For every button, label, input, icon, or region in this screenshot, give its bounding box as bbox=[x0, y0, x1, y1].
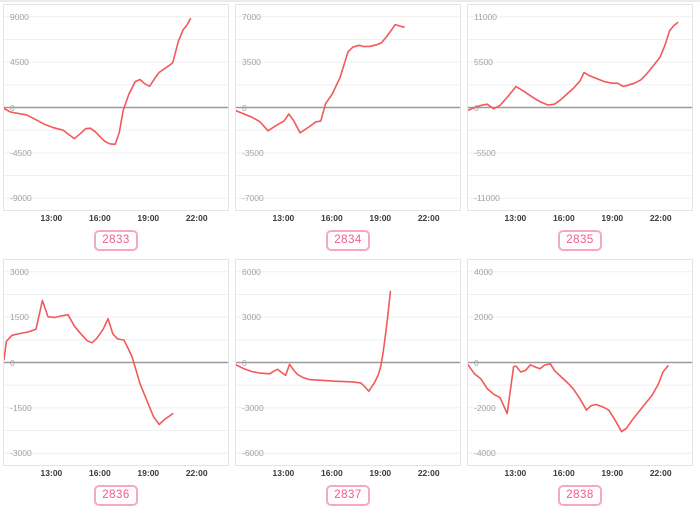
x-axis: 13:00 16:00 19:00 22:00 bbox=[235, 212, 461, 226]
y-axis-label: 4500 bbox=[10, 57, 29, 68]
x-axis-label: 13:00 bbox=[40, 468, 63, 478]
y-axis-label: -11000 bbox=[474, 193, 500, 204]
badge-row: 2833 bbox=[3, 229, 229, 251]
chart-plot: 9000 4500 0 -4500 -9000 bbox=[3, 4, 229, 211]
line-chart bbox=[236, 271, 460, 454]
chart-cell-2836: 3000 1500 0 -1500 -3000 13:00 16:00 19:00 22:00… bbox=[3, 257, 229, 506]
y-axis-label: 0 bbox=[474, 357, 479, 368]
y-axis-label: -3000 bbox=[242, 402, 264, 413]
x-axis-label: 13:00 bbox=[40, 213, 63, 223]
y-axis-label: -7000 bbox=[242, 193, 264, 204]
chart-id-badge[interactable]: 2835 bbox=[558, 229, 602, 251]
y-axis-label: 4000 bbox=[474, 266, 493, 277]
chart-cell-2833: 9000 4500 0 -4500 -9000 13:00 16:00 19:00 22:00… bbox=[3, 2, 229, 251]
badge-row: 2838 bbox=[467, 484, 693, 506]
y-axis-label: -5500 bbox=[474, 147, 496, 158]
y-axis-label: 0 bbox=[10, 357, 15, 368]
y-axis-label: -1500 bbox=[10, 402, 32, 413]
chart-cell-2838: 4000 2000 0 -2000 -4000 13:00 16:00 19:00 22:00… bbox=[467, 257, 693, 506]
y-axis-label: 7000 bbox=[242, 11, 261, 22]
y-axis-label: -6000 bbox=[242, 448, 264, 459]
series-line bbox=[468, 363, 669, 433]
y-axis-label: 3000 bbox=[10, 266, 29, 277]
x-axis: 13:00 16:00 19:00 22:00 bbox=[3, 467, 229, 481]
y-axis-label: 0 bbox=[10, 102, 15, 113]
line-chart bbox=[468, 271, 692, 454]
x-axis: 13:00 16:00 19:00 22:00 bbox=[467, 212, 693, 226]
badge-row: 2836 bbox=[3, 484, 229, 506]
y-axis-label: -9000 bbox=[10, 193, 32, 204]
x-axis-label: 16:00 bbox=[88, 213, 111, 223]
y-axis-label: -2000 bbox=[474, 402, 496, 413]
x-axis-label: 16:00 bbox=[88, 468, 111, 478]
chart-plot: 4000 2000 0 -2000 -4000 bbox=[467, 259, 693, 466]
x-axis-label: 13:00 bbox=[504, 468, 527, 478]
clipped-title-strip bbox=[0, 0, 700, 2]
chart-cell-2837: 6000 3000 0 -3000 -6000 13:00 16:00 19:00 22:00… bbox=[235, 257, 461, 506]
x-axis-label: 19:00 bbox=[369, 468, 392, 478]
series-line bbox=[468, 21, 679, 112]
x-axis-label: 16:00 bbox=[552, 468, 575, 478]
x-axis-label: 22:00 bbox=[649, 213, 672, 223]
chart-plot: 6000 3000 0 -3000 -6000 bbox=[235, 259, 461, 466]
x-axis-label: 13:00 bbox=[272, 213, 295, 223]
series-line bbox=[236, 23, 405, 134]
x-axis: 13:00 16:00 19:00 22:00 bbox=[235, 467, 461, 481]
x-axis-label: 22:00 bbox=[185, 213, 208, 223]
y-axis-label: -4000 bbox=[474, 448, 496, 459]
y-axis-label: -3000 bbox=[10, 448, 32, 459]
x-axis-label: 19:00 bbox=[601, 213, 624, 223]
x-axis-label: 19:00 bbox=[601, 468, 624, 478]
y-axis-label: -3500 bbox=[242, 147, 264, 158]
chart-cell-2835: 11000 5500 0 -5500 -11000 13:00 16:00 19:00 22:… bbox=[467, 2, 693, 251]
x-axis-label: 16:00 bbox=[320, 213, 343, 223]
badge-row: 2834 bbox=[235, 229, 461, 251]
y-axis-label: 0 bbox=[242, 357, 247, 368]
line-chart bbox=[468, 16, 692, 199]
chart-id-badge[interactable]: 2838 bbox=[558, 484, 602, 506]
y-axis-label: -4500 bbox=[10, 147, 32, 158]
badge-row: 2837 bbox=[235, 484, 461, 506]
x-axis-label: 19:00 bbox=[137, 468, 160, 478]
y-axis-label: 3500 bbox=[242, 57, 261, 68]
x-axis-label: 16:00 bbox=[320, 468, 343, 478]
x-axis: 13:00 16:00 19:00 22:00 bbox=[467, 467, 693, 481]
series-line bbox=[4, 18, 192, 146]
y-axis-label: 0 bbox=[474, 102, 479, 113]
x-axis-label: 16:00 bbox=[552, 213, 575, 223]
badge-row: 2835 bbox=[467, 229, 693, 251]
y-axis-label: 11000 bbox=[474, 11, 498, 22]
chart-plot: 3000 1500 0 -1500 -3000 bbox=[3, 259, 229, 466]
series-line bbox=[236, 290, 392, 392]
chart-id-badge[interactable]: 2833 bbox=[94, 229, 138, 251]
line-chart bbox=[4, 16, 228, 199]
x-axis-label: 13:00 bbox=[504, 213, 527, 223]
y-axis-label: 1500 bbox=[10, 312, 29, 323]
x-axis-label: 22:00 bbox=[649, 468, 672, 478]
chart-cell-2834: 7000 3500 0 -3500 -7000 13:00 16:00 19:00 22:00… bbox=[235, 2, 461, 251]
chart-id-badge[interactable]: 2837 bbox=[326, 484, 370, 506]
y-axis-label: 5500 bbox=[474, 57, 493, 68]
y-axis-label: 3000 bbox=[242, 312, 261, 323]
chart-plot: 11000 5500 0 -5500 -11000 bbox=[467, 4, 693, 211]
y-axis-label: 2000 bbox=[474, 312, 493, 323]
y-axis-label: 0 bbox=[242, 102, 247, 113]
chart-plot: 7000 3500 0 -3500 -7000 bbox=[235, 4, 461, 211]
x-axis-label: 13:00 bbox=[272, 468, 295, 478]
series-line bbox=[4, 299, 174, 426]
x-axis-label: 22:00 bbox=[417, 468, 440, 478]
chart-id-badge[interactable]: 2836 bbox=[94, 484, 138, 506]
y-axis-label: 6000 bbox=[242, 266, 261, 277]
x-axis-label: 22:00 bbox=[185, 468, 208, 478]
x-axis-label: 19:00 bbox=[137, 213, 160, 223]
y-axis-label: 9000 bbox=[10, 11, 29, 22]
line-chart bbox=[236, 16, 460, 199]
line-chart bbox=[4, 271, 228, 454]
x-axis: 13:00 16:00 19:00 22:00 bbox=[3, 212, 229, 226]
chart-id-badge[interactable]: 2834 bbox=[326, 229, 370, 251]
x-axis-label: 19:00 bbox=[369, 213, 392, 223]
x-axis-label: 22:00 bbox=[417, 213, 440, 223]
